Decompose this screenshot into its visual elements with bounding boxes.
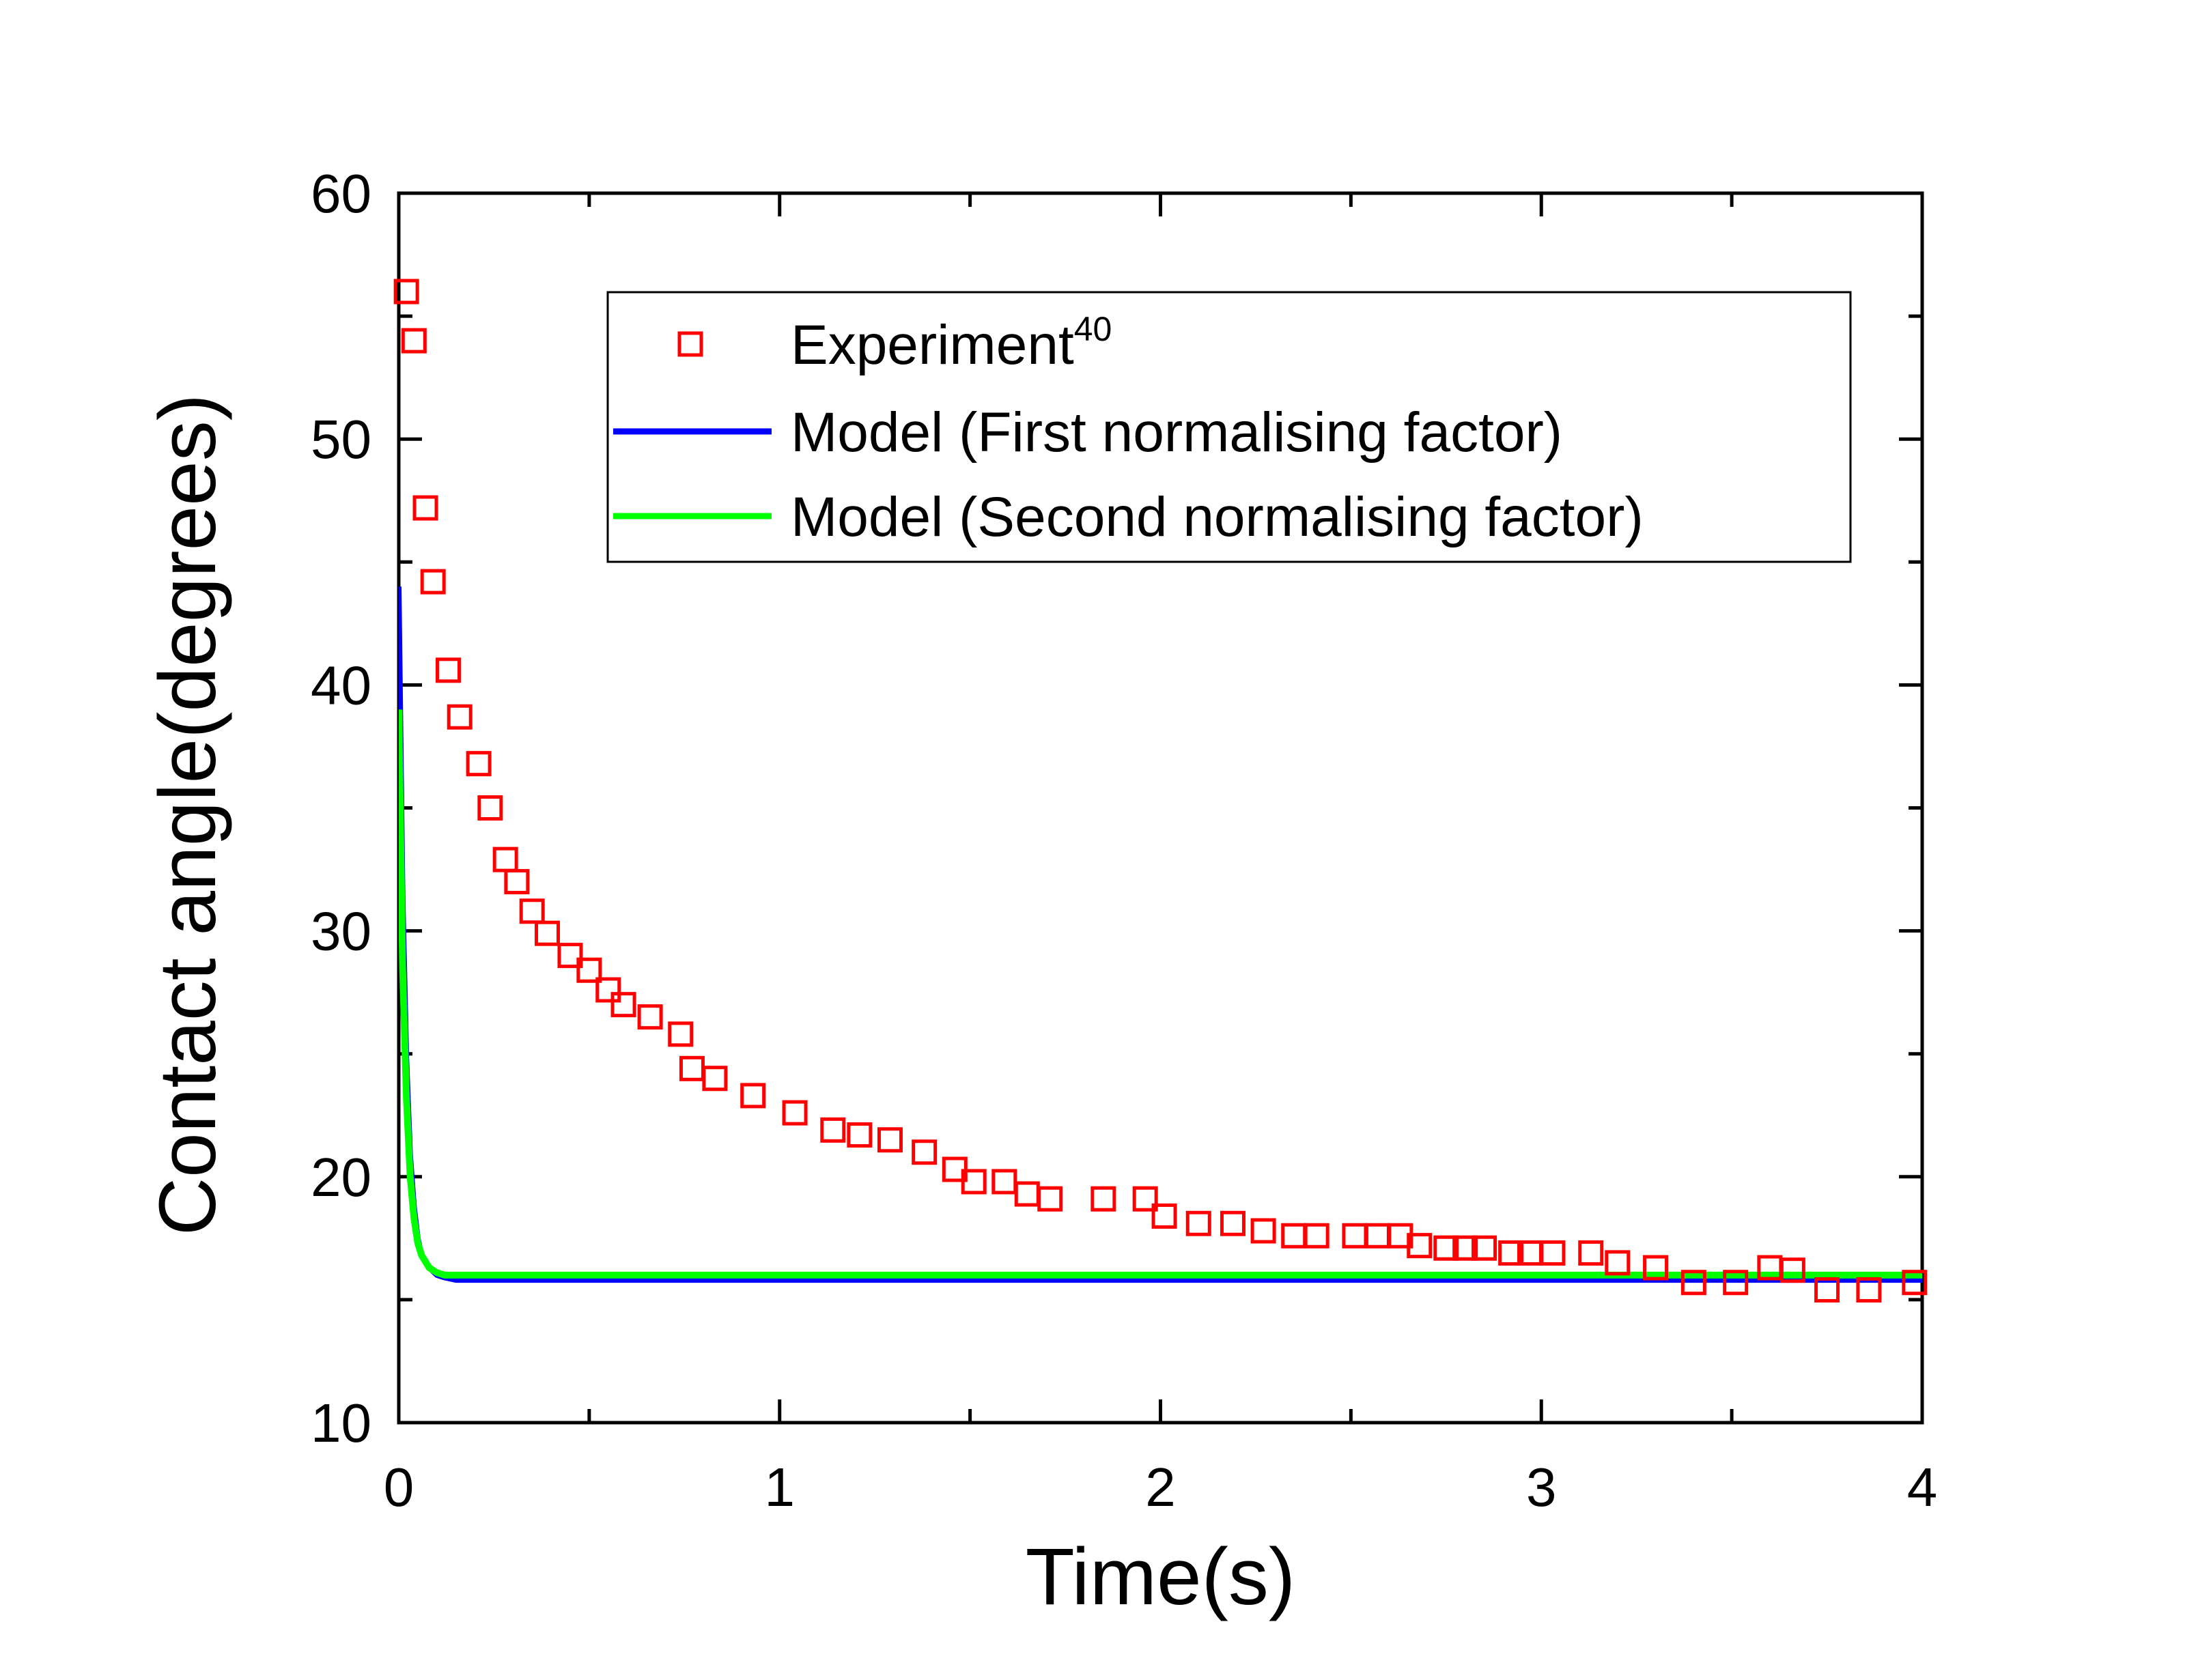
experiment-point bbox=[557, 943, 583, 969]
legend-label-experiment-superscript: 40 bbox=[1074, 310, 1112, 348]
experiment-point bbox=[847, 1122, 873, 1148]
experiment-point bbox=[1540, 1240, 1566, 1266]
experiment-point bbox=[1578, 1240, 1604, 1266]
experiment-point bbox=[1814, 1277, 1840, 1302]
experiment-point bbox=[1452, 1235, 1478, 1261]
experiment-point bbox=[519, 898, 545, 924]
experiment-point bbox=[1185, 1210, 1211, 1236]
experiment-point bbox=[668, 1021, 694, 1047]
y-tick-label: 40 bbox=[311, 655, 371, 715]
experiment-point bbox=[393, 279, 419, 304]
experiment-point bbox=[1472, 1235, 1497, 1261]
y-tick-label: 10 bbox=[311, 1393, 371, 1453]
experiment-point bbox=[702, 1066, 728, 1092]
experiment-point bbox=[504, 869, 530, 895]
experiment-point bbox=[1151, 1203, 1177, 1229]
experiment-point bbox=[1037, 1186, 1063, 1212]
experiment-point bbox=[1250, 1218, 1276, 1244]
experiment-point bbox=[1643, 1255, 1669, 1281]
x-tick-label: 3 bbox=[1526, 1457, 1557, 1518]
experiment-point bbox=[877, 1127, 903, 1153]
y-tick-label: 20 bbox=[311, 1147, 371, 1208]
experiment-point bbox=[782, 1100, 808, 1126]
experiment-point bbox=[740, 1083, 766, 1109]
experiment-point bbox=[576, 957, 602, 983]
y-tick-label: 30 bbox=[311, 901, 371, 962]
x-tick-label: 4 bbox=[1907, 1457, 1938, 1518]
experiment-point bbox=[535, 920, 561, 946]
x-tick-label: 0 bbox=[384, 1457, 414, 1518]
experiment-point bbox=[1605, 1250, 1631, 1276]
model-lines bbox=[399, 586, 1922, 1283]
experiment-point bbox=[401, 328, 427, 354]
experiment-point bbox=[595, 977, 621, 1003]
experiment-point bbox=[1856, 1277, 1882, 1302]
experiment-point bbox=[637, 1004, 663, 1030]
experiment-point bbox=[1498, 1240, 1524, 1266]
experiment-point bbox=[420, 569, 446, 595]
x-tick-label: 1 bbox=[765, 1457, 796, 1518]
axis-tick-labels: 0 1 2 3 4 10 20 30 40 50 60 bbox=[311, 163, 1937, 1518]
experiment-point bbox=[436, 657, 462, 683]
y-tick-label: 60 bbox=[311, 163, 371, 224]
experiment-point bbox=[466, 751, 492, 777]
experiment-point bbox=[961, 1169, 987, 1195]
y-axis-title: Contact angle(degrees) bbox=[143, 394, 233, 1236]
x-axis-title: Time(s) bbox=[1026, 1532, 1295, 1622]
x-tick-label: 2 bbox=[1145, 1457, 1176, 1518]
experiment-point bbox=[1723, 1270, 1749, 1296]
experiment-point bbox=[1433, 1235, 1459, 1261]
experiment-point bbox=[820, 1117, 846, 1143]
experiment-point bbox=[1304, 1223, 1329, 1249]
experiment-point bbox=[1902, 1270, 1928, 1296]
experiment-point bbox=[912, 1139, 938, 1165]
legend: Experiment40 Model (First normalising fa… bbox=[606, 291, 1852, 563]
experiment-point bbox=[1090, 1186, 1116, 1212]
experiment-markers bbox=[393, 279, 1928, 1302]
experiment-point bbox=[1407, 1233, 1433, 1259]
experiment-point bbox=[1132, 1186, 1158, 1212]
axis-ticks bbox=[397, 191, 1924, 1425]
experiment-point bbox=[412, 495, 438, 521]
experiment-point bbox=[1220, 1210, 1245, 1236]
y-tick-label: 50 bbox=[311, 409, 371, 470]
legend-label-model-first: Model (First normalising factor) bbox=[791, 401, 1562, 464]
experiment-point bbox=[447, 704, 473, 730]
legend-label-experiment-name: Experiment bbox=[791, 314, 1074, 376]
legend-box bbox=[606, 291, 1852, 563]
legend-marker-experiment bbox=[677, 331, 703, 357]
experiment-point bbox=[477, 795, 503, 821]
legend-label-model-second: Model (Second normalising factor) bbox=[791, 486, 1644, 548]
experiment-point bbox=[1779, 1257, 1805, 1283]
experiment-point bbox=[610, 992, 636, 1018]
model-second-line bbox=[399, 709, 1922, 1279]
legend-label-experiment: Experiment40 bbox=[791, 310, 1112, 376]
experiment-point bbox=[1680, 1270, 1706, 1296]
